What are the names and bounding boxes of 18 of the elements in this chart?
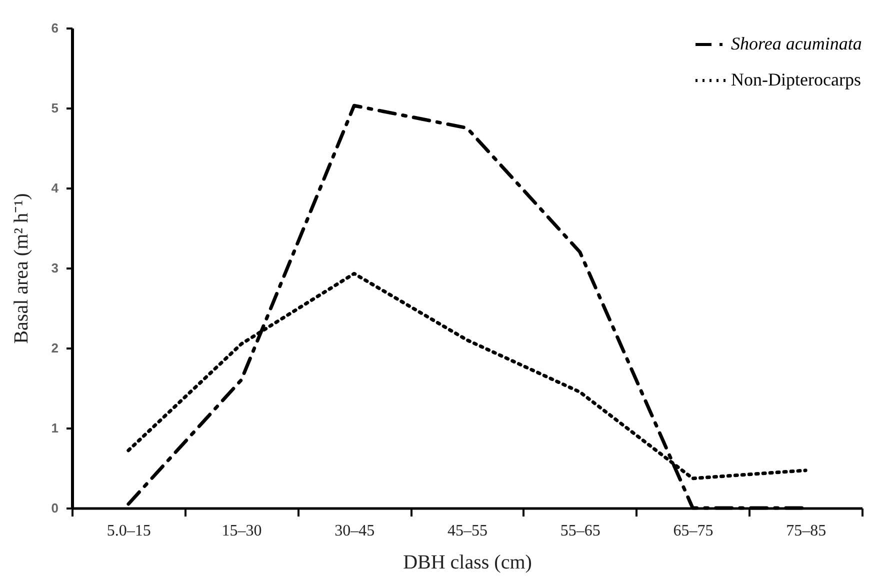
- y-tick-label: 2: [51, 340, 58, 356]
- y-tick-label: 1: [51, 420, 58, 436]
- y-tick-label: 0: [51, 500, 58, 516]
- y-tick-label: 6: [51, 20, 58, 36]
- x-tick-label: 30–45: [334, 522, 375, 540]
- y-tick-label: 3: [51, 260, 58, 276]
- y-tick-label: 4: [51, 180, 60, 196]
- x-tick-label: 5.0–15: [106, 522, 151, 540]
- x-tick-label: 55–65: [560, 522, 600, 540]
- x-axis-title: DBH class (cm): [403, 552, 532, 574]
- y-axis-title: Basal area (m² h⁻¹): [10, 193, 32, 344]
- x-tick-label: 45–55: [448, 522, 488, 540]
- legend-label: Shorea acuminata: [731, 34, 862, 54]
- x-tick-label: 65–75: [673, 522, 714, 540]
- y-tick-label: 5: [51, 100, 58, 116]
- legend-label: Non-Dipterocarps: [731, 70, 861, 90]
- x-tick-label: 75–85: [786, 522, 826, 540]
- x-tick-label: 15–30: [222, 522, 262, 540]
